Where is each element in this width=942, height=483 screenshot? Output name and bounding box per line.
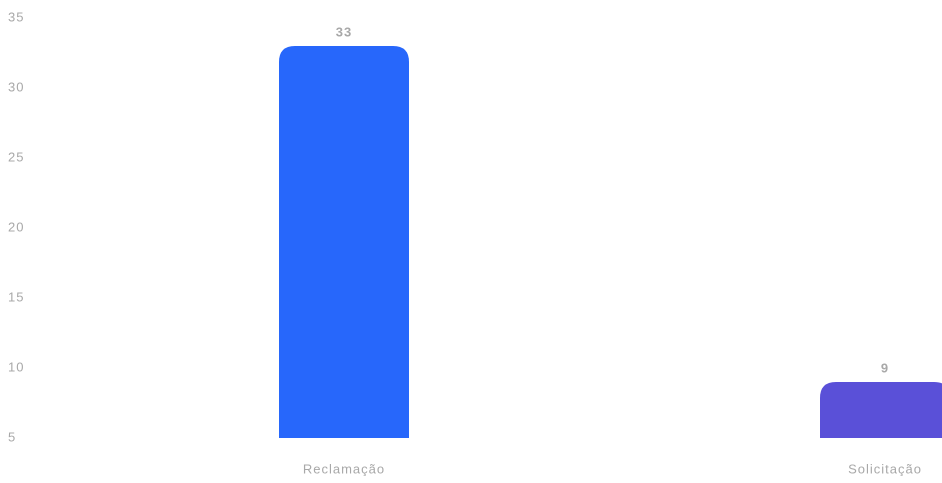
y-tick-label: 35: [8, 9, 24, 24]
y-tick-label: 20: [8, 219, 24, 234]
bar: [279, 46, 409, 438]
x-tick-label: Solicitação: [848, 461, 922, 476]
y-tick-label: 15: [8, 289, 24, 304]
y-tick-label: 5: [8, 429, 16, 444]
y-tick-label: 30: [8, 79, 24, 94]
value-label: 33: [336, 24, 352, 39]
value-label: 9: [881, 360, 889, 375]
y-tick-label: 10: [8, 359, 24, 374]
x-tick-label: Reclamação: [303, 461, 385, 476]
bar: [820, 382, 942, 438]
y-tick-label: 25: [8, 149, 24, 164]
